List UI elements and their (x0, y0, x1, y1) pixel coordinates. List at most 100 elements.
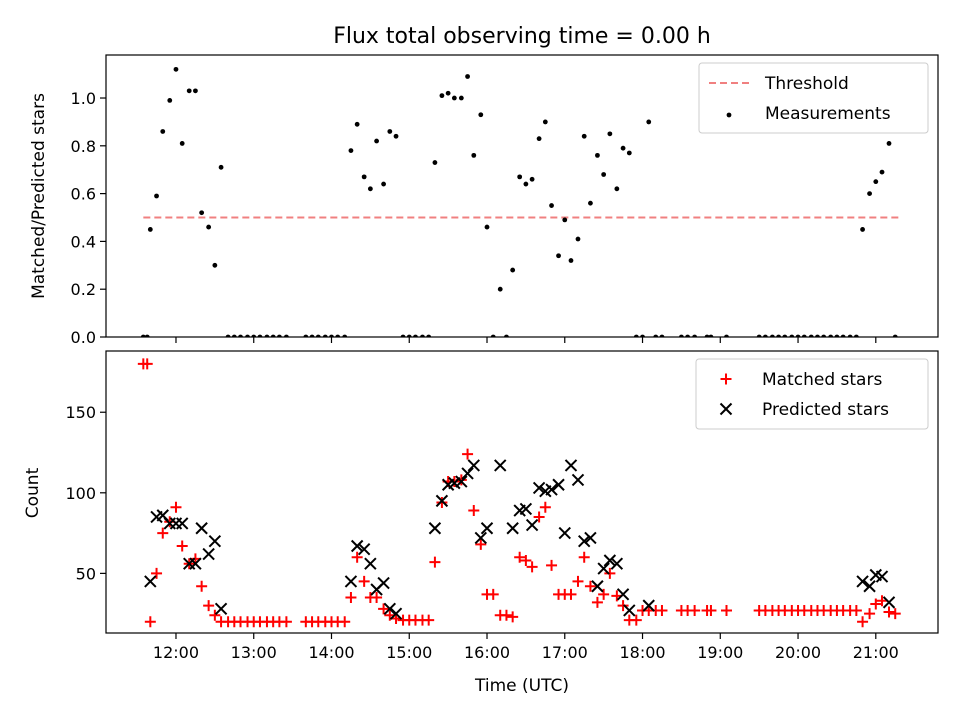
matched-point (598, 588, 610, 600)
measurement-point (374, 138, 379, 144)
predicted-point (597, 562, 610, 575)
measurement-point (173, 66, 179, 72)
predicted-point (863, 580, 876, 593)
matched-point (176, 540, 188, 552)
matched-point (889, 608, 901, 620)
predicted-point (344, 575, 358, 588)
predicted-point (494, 459, 507, 472)
measurement-point (381, 181, 386, 187)
matched-point (850, 604, 862, 616)
x-tick-label: 13:00 (231, 643, 277, 662)
predicted-point (856, 575, 869, 588)
measurement-point (595, 152, 600, 158)
top-y-axis-label: Matched/Predicted stars (29, 93, 49, 299)
measurement-point (218, 164, 224, 170)
top-y-tick-label: 0.4 (71, 232, 96, 251)
matched-point (565, 588, 577, 600)
matched-point (203, 600, 215, 612)
measurement-point (529, 176, 535, 182)
bottom-legend (695, 358, 929, 430)
bottom-y-tick-label: 100 (65, 484, 96, 503)
measurement-point (186, 88, 192, 94)
matched-point (371, 592, 383, 604)
legend-measurement-swatch (726, 112, 732, 118)
measurement-point (179, 141, 185, 146)
measurement-point (432, 160, 438, 165)
bottom-y-axis-label: Count (23, 467, 43, 518)
matched-point (578, 551, 590, 563)
measurement-point (445, 90, 451, 96)
bottom-legend-label: Predicted stars (762, 400, 889, 420)
predicted-point (389, 607, 403, 620)
predicted-point (642, 599, 655, 612)
bottom-plot-area (137, 358, 901, 628)
measurement-point (886, 141, 892, 146)
predicted-point (506, 522, 519, 535)
legend-matched-swatch (720, 373, 732, 385)
measurement-point (607, 131, 613, 137)
predicted-point (525, 518, 539, 532)
matched-point (572, 575, 584, 587)
predicted-point (532, 481, 546, 495)
measurement-point (354, 121, 360, 127)
predicted-point (480, 522, 494, 535)
matched-point (170, 501, 182, 513)
measurement-point (206, 224, 212, 230)
predicted-point (144, 575, 157, 588)
measurement-point (478, 112, 484, 118)
top-y-tick-label: 0.6 (71, 185, 96, 204)
bottom-y-tick-label: 50 (76, 564, 96, 583)
matched-point (487, 588, 499, 600)
measurement-point (471, 152, 477, 158)
predicted-point (435, 494, 449, 508)
matched-point (591, 596, 603, 608)
measurement-point (646, 119, 652, 125)
measurement-point (873, 179, 879, 185)
matched-point (520, 554, 532, 566)
matched-point (500, 609, 512, 621)
predicted-point (875, 570, 889, 583)
predicted-point (577, 534, 591, 548)
measurement-point (620, 145, 626, 151)
matched-point (864, 608, 876, 620)
x-tick-label: 12:00 (153, 643, 199, 662)
x-tick-label: 18:00 (619, 643, 665, 662)
predicted-point (364, 557, 377, 570)
measurement-point (465, 74, 470, 79)
predicted-point (195, 522, 208, 535)
measurement-point (867, 191, 872, 197)
measurement-point (581, 133, 587, 139)
measurement-point (542, 119, 548, 125)
matched-point (280, 616, 292, 628)
matched-point (151, 567, 163, 579)
top-legend (698, 62, 929, 134)
measurement-point (361, 174, 367, 180)
flux-ratio-panel: 0.0 0.2 0.4 0.6 0.8 1.0 Threshold Measurements (71, 54, 939, 347)
measurement-point (393, 133, 399, 139)
matched-point (468, 505, 480, 517)
predicted-point (467, 459, 480, 472)
top-y-tick-label: 0.0 (71, 328, 96, 347)
matched-point (141, 358, 153, 370)
bottom-series-0 (137, 358, 901, 628)
predicted-point (175, 517, 189, 530)
predicted-point (455, 475, 468, 488)
predicted-point (571, 473, 585, 487)
x-tick-label: 21:00 (853, 643, 899, 662)
measurement-point (549, 203, 554, 208)
top-y-tick-label: 0.8 (71, 137, 96, 156)
matched-point (462, 448, 474, 460)
matched-point (209, 609, 221, 621)
measurement-point (860, 227, 865, 232)
predicted-point (202, 547, 215, 561)
matched-point (721, 604, 733, 616)
chart-title: Flux total observing time = 0.00 h (333, 24, 711, 49)
measurement-point (387, 129, 393, 134)
matched-point (475, 538, 487, 550)
measurement-point (154, 193, 159, 199)
measurement-point (367, 186, 373, 192)
x-tick-label: 14:00 (308, 643, 354, 662)
measurement-point (167, 98, 173, 103)
matched-point (630, 614, 642, 626)
measurement-point (523, 181, 529, 187)
